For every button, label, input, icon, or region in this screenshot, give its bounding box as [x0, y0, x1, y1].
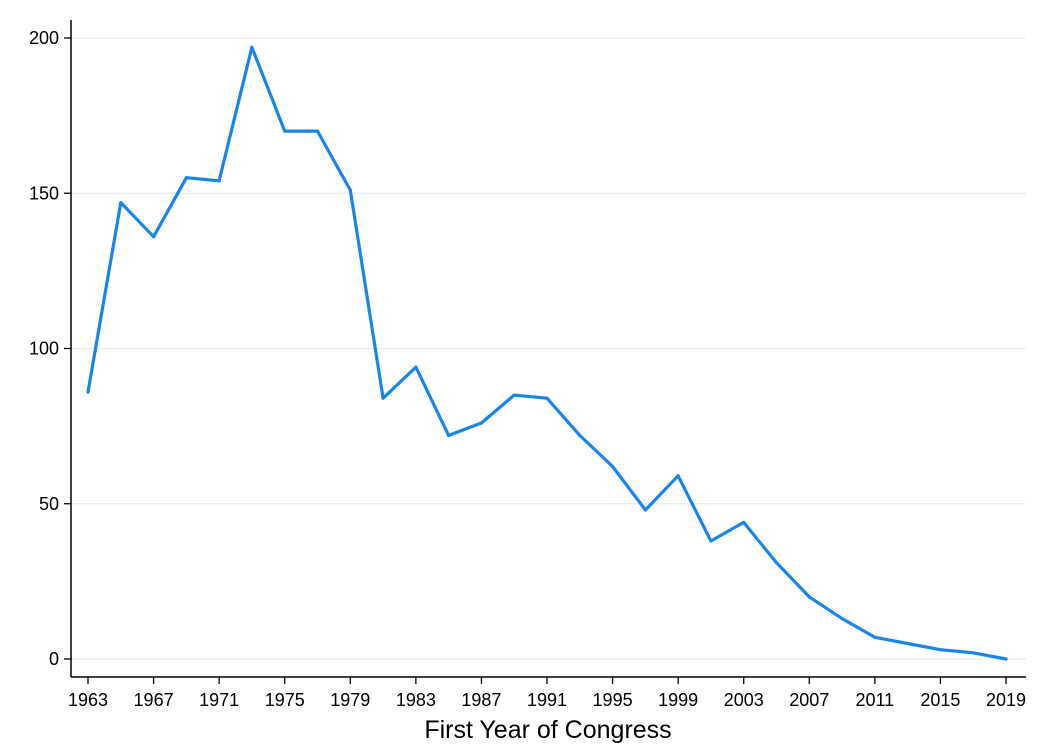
- data-point: [610, 464, 615, 469]
- x-tick-label: 1991: [527, 690, 567, 710]
- data-point: [184, 176, 188, 180]
- x-tick-label: 1975: [265, 690, 305, 710]
- data-point: [774, 561, 779, 565]
- data-point: [381, 396, 385, 400]
- data-point: [414, 365, 418, 369]
- data-point: [86, 390, 90, 394]
- x-tick-label: 1971: [199, 690, 239, 710]
- x-tick-label: 1999: [658, 690, 698, 710]
- data-point: [938, 648, 943, 652]
- x-tick-label: 1983: [396, 690, 436, 710]
- data-point: [709, 539, 713, 543]
- x-tick-label: 1995: [593, 690, 633, 710]
- x-tick-label: 2007: [789, 690, 829, 710]
- data-point: [348, 188, 352, 192]
- y-tick-label: 50: [39, 494, 59, 514]
- x-tick-label: 1979: [330, 690, 370, 710]
- data-point: [283, 129, 287, 133]
- data-point: [479, 421, 484, 425]
- data-point: [676, 474, 680, 478]
- y-tick-label: 200: [29, 28, 59, 48]
- x-tick-label: 2019: [986, 690, 1026, 710]
- series-line: [86, 45, 1008, 661]
- data-point: [447, 433, 451, 438]
- data-point: [119, 200, 123, 205]
- data-point: [545, 396, 549, 400]
- data-point: [873, 635, 877, 639]
- x-tick-label: 1967: [134, 690, 174, 710]
- data-point: [1004, 657, 1008, 661]
- x-ticks: 1963 1967 1971 1975 1979 1983 1987 1991 1995 1999…: [68, 677, 1026, 710]
- x-tick-label: 1963: [68, 690, 108, 710]
- x-tick-label: 1987: [461, 690, 501, 710]
- gridlines: [71, 37, 1026, 660]
- data-point: [151, 235, 156, 239]
- data-point: [315, 129, 320, 133]
- y-tick-label: 150: [29, 183, 59, 203]
- y-ticks: 0 50 100 150 200: [29, 28, 71, 669]
- data-point: [217, 179, 221, 183]
- y-tick-label: 0: [49, 649, 59, 669]
- x-tick-label: 2011: [855, 690, 894, 710]
- data-point: [578, 433, 582, 438]
- data-point: [840, 617, 844, 621]
- x-axis-title: First Year of Congress: [424, 716, 671, 744]
- data-point: [807, 595, 811, 599]
- data-point: [643, 508, 647, 512]
- data-point: [742, 520, 746, 524]
- data-point: [250, 45, 254, 49]
- data-point: [971, 651, 975, 655]
- series-layer: [86, 45, 1008, 661]
- data-point: [512, 393, 516, 397]
- y-tick-label: 100: [29, 339, 59, 359]
- x-tick-label: 2015: [920, 690, 960, 710]
- x-tick-label: 2003: [724, 690, 764, 710]
- data-point: [906, 641, 910, 646]
